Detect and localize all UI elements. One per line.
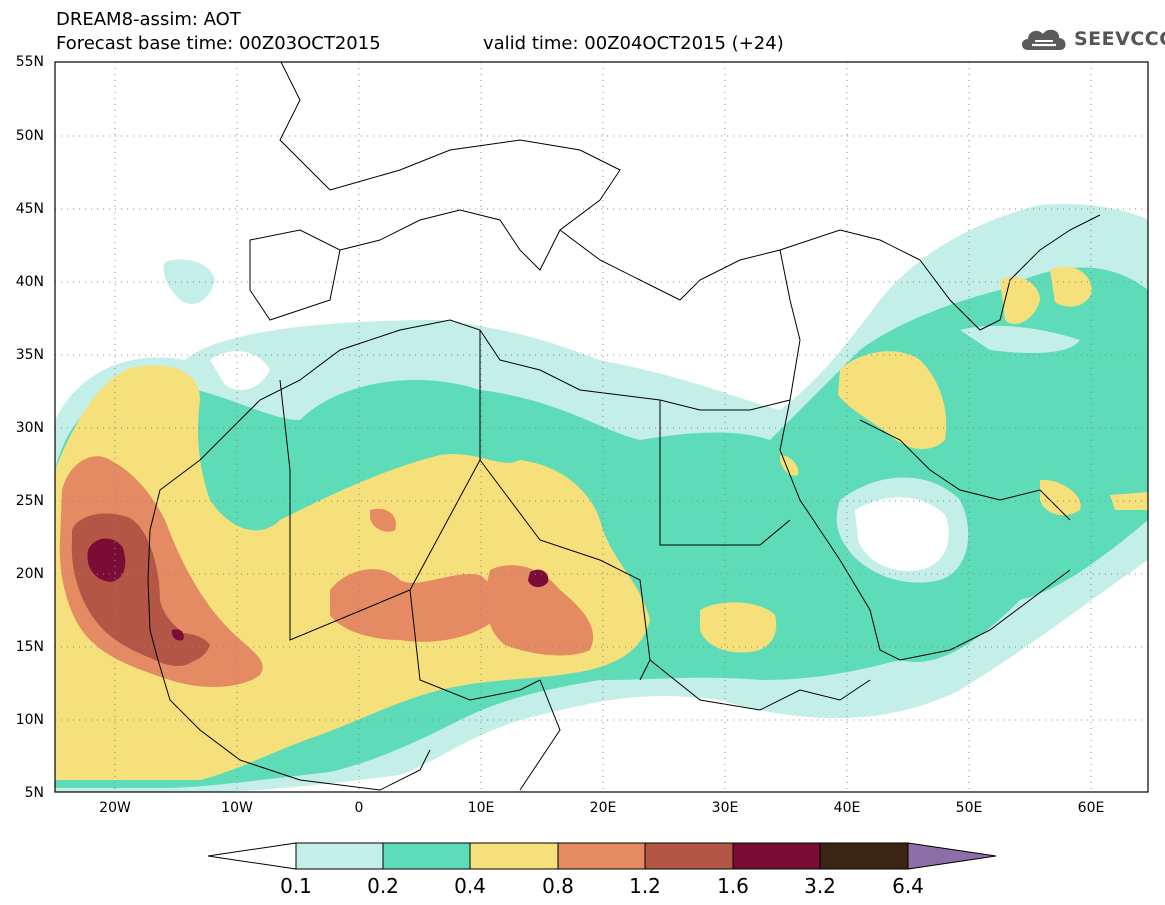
colorbar-label: 0.8 xyxy=(542,874,574,898)
lon-label: 10E xyxy=(467,800,495,816)
lon-label: 50E xyxy=(955,800,983,816)
plot-frame xyxy=(54,61,1149,793)
colorbar-bin-1 xyxy=(295,842,384,870)
title-line-2: Forecast base time: 00Z03OCT2015 xyxy=(56,33,381,54)
coastlines-borders xyxy=(147,62,1101,791)
valid-time: valid time: 00Z04OCT2015 (+24) xyxy=(483,33,784,54)
lat-label: 45N xyxy=(15,201,44,217)
aot-field xyxy=(55,62,1148,792)
lon-label: 40E xyxy=(833,800,861,816)
lon-label: 60E xyxy=(1077,800,1105,816)
logo-text: SEEVCCC xyxy=(1074,28,1165,50)
lat-label: 30N xyxy=(15,420,44,436)
lat-label: 10N xyxy=(15,712,44,728)
colorbar-under-arrow xyxy=(207,842,297,870)
lat-label: 25N xyxy=(15,493,44,509)
lon-label: 10W xyxy=(221,800,253,816)
colorbar-label: 1.6 xyxy=(717,874,749,898)
cloud-icon xyxy=(1022,29,1066,50)
colorbar-bin-3 xyxy=(469,842,559,870)
title-line-1: DREAM8-assim: AOT xyxy=(56,9,241,30)
seevccc-logo: SEEVCCC xyxy=(1018,24,1165,56)
colorbar-label: 1.2 xyxy=(629,874,661,898)
lat-label: 5N xyxy=(24,785,44,801)
colorbar-bin-5 xyxy=(644,842,734,870)
lat-label: 15N xyxy=(15,639,44,655)
colorbar-over-arrow xyxy=(907,842,997,870)
aot-band-1.6 xyxy=(87,538,549,641)
lon-label: 20W xyxy=(99,800,131,816)
lat-label: 55N xyxy=(15,54,44,70)
colorbar-bin-2 xyxy=(382,842,471,870)
colorbar-label: 3.2 xyxy=(804,874,836,898)
lon-label: 20E xyxy=(589,800,617,816)
colorbar-label: 6.4 xyxy=(892,874,924,898)
lon-label: 0 xyxy=(354,800,364,816)
colorbar-label: 0.1 xyxy=(280,874,312,898)
lat-label: 35N xyxy=(15,347,44,363)
lat-label: 40N xyxy=(15,274,44,290)
colorbar-bin-4 xyxy=(557,842,646,870)
colorbar-bin-7 xyxy=(819,842,909,870)
lat-label: 50N xyxy=(15,128,44,144)
aot-clean-areas xyxy=(210,351,949,571)
lon-label: 30E xyxy=(711,800,739,816)
graticule xyxy=(55,62,1148,792)
colorbar xyxy=(207,842,997,870)
colorbar-label: 0.2 xyxy=(367,874,399,898)
lat-label: 20N xyxy=(15,566,44,582)
colorbar-label: 0.4 xyxy=(454,874,486,898)
colorbar-bin-6 xyxy=(732,842,821,870)
